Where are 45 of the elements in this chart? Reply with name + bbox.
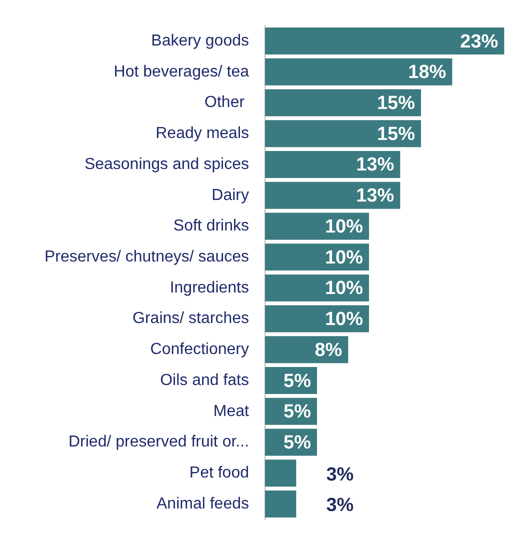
y-tick-label: Meat (213, 402, 250, 420)
y-tick-label: Soft drinks (173, 218, 249, 235)
data-label: 15% (376, 124, 416, 145)
bar (265, 274, 369, 302)
y-tick-label: Confectionery (150, 341, 249, 358)
bar (265, 120, 421, 148)
data-label: 10% (324, 278, 364, 300)
data-label: 5% (284, 370, 312, 392)
y-tick-label: Ingredients (170, 279, 249, 296)
bar (265, 490, 296, 518)
bar (265, 28, 504, 55)
y-tick-label: Ready meals (156, 125, 249, 142)
y-tick-label: Preserves/ chutneys/ sauces (44, 248, 249, 266)
data-label: 10% (324, 216, 364, 238)
y-tick-label: Bakery goods (151, 32, 249, 50)
data-label: 13% (356, 186, 394, 207)
y-tick-label: Hot beverages/ tea (114, 63, 250, 80)
y-tick-label: Seasonings and spices (84, 156, 249, 173)
data-label: 23% (460, 31, 498, 52)
data-label: 10% (324, 309, 364, 330)
data-label: 5% (284, 432, 312, 454)
data-label: 5% (284, 402, 312, 423)
data-label: 10% (324, 247, 364, 268)
y-tick-label: Grains/ starches (132, 310, 249, 328)
y-tick-label: Other (204, 94, 249, 112)
bar (265, 460, 296, 487)
data-label: 13% (356, 154, 394, 176)
y-tick-label: Dried/ preserved fruit or... (68, 434, 249, 451)
data-label: 3% (326, 495, 354, 516)
bar (265, 182, 400, 209)
data-label: 18% (408, 62, 446, 84)
bar (265, 244, 369, 271)
data-label: 3% (326, 464, 354, 486)
bar (265, 212, 369, 240)
bar (265, 336, 348, 364)
data-label: 15% (376, 92, 416, 114)
y-tick-label: Dairy (212, 186, 249, 204)
bar (265, 58, 452, 86)
data-label: 8% (314, 340, 342, 361)
bar (265, 305, 369, 332)
bar (265, 89, 421, 116)
y-tick-label: Pet food (189, 464, 249, 482)
y-tick-label: Oils and fats (160, 372, 249, 389)
y-tick-label: Animal feeds (156, 495, 249, 512)
bar (265, 150, 400, 178)
